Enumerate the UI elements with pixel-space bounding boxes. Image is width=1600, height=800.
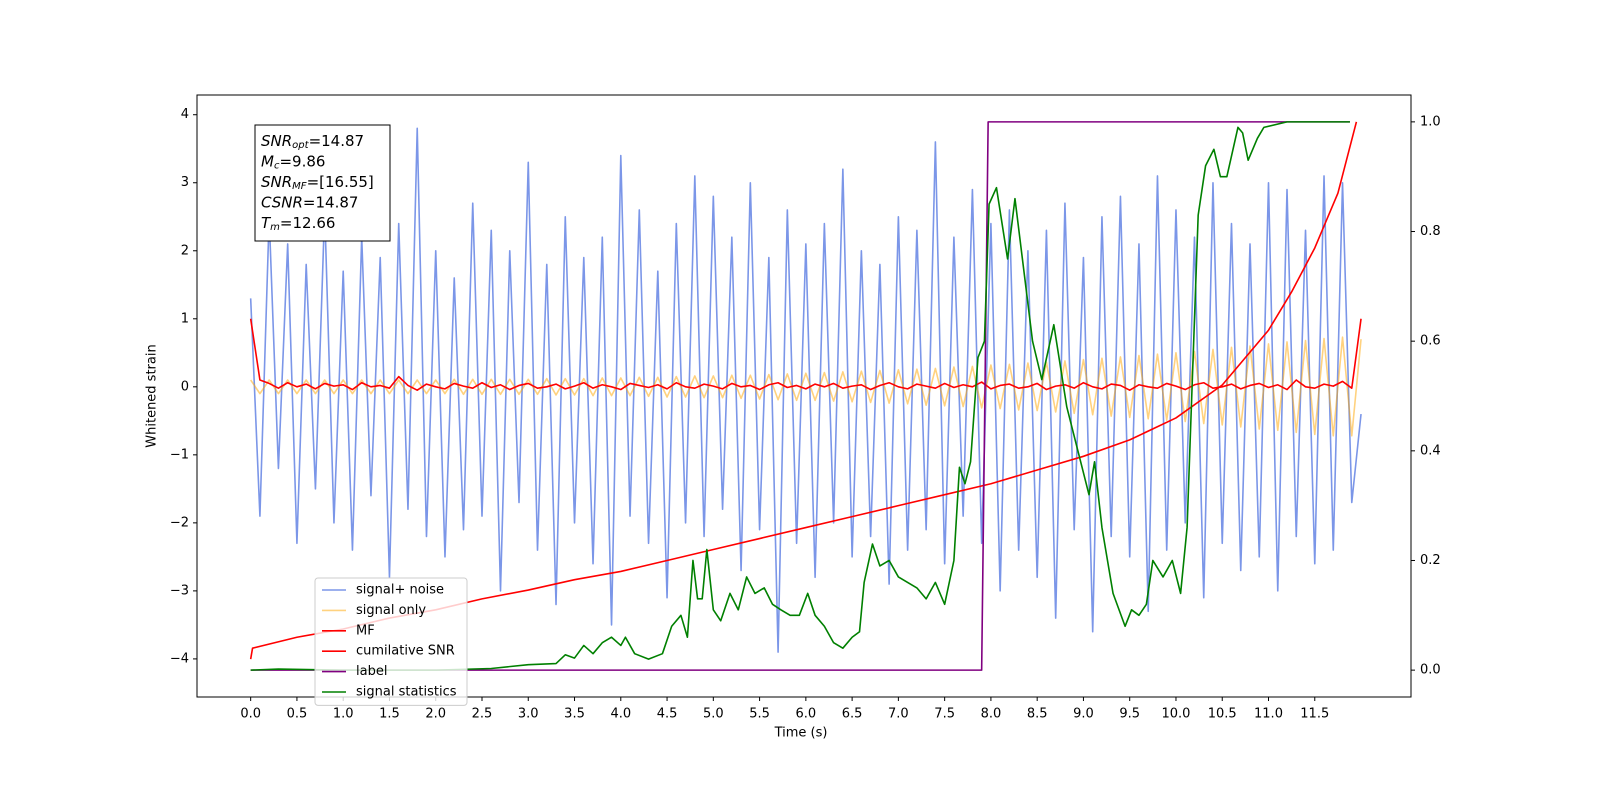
x-axis-label: Time (s)	[774, 726, 828, 741]
annotation-text: M	[261, 152, 274, 170]
annotation-text: SNR	[261, 173, 292, 191]
x-tick-label: 10.0	[1161, 707, 1190, 722]
y2-tick-label: 0.4	[1420, 443, 1441, 458]
y-tick-label: −3	[170, 583, 189, 598]
y-tick-label: 3	[181, 175, 189, 190]
x-tick-label: 0.5	[287, 707, 308, 722]
legend-label: cumilative SNR	[356, 644, 455, 659]
annotation-sub: MF	[292, 181, 307, 192]
y2-tick-label: 0.8	[1420, 224, 1441, 239]
y-tick-label: −4	[170, 651, 189, 666]
annotation-sub: c	[274, 161, 280, 172]
x-tick-label: 9.5	[1119, 707, 1140, 722]
annotation-text: SNR	[261, 132, 292, 150]
annotation-sub: opt	[292, 140, 309, 151]
x-tick-label: 10.5	[1208, 707, 1237, 722]
x-tick-label: 11.5	[1300, 707, 1329, 722]
x-tick-label: 8.5	[1027, 707, 1048, 722]
y2-tick-label: 0.0	[1420, 663, 1441, 678]
x-tick-label: 6.0	[796, 707, 817, 722]
legend-box	[314, 577, 468, 706]
series-line	[250, 121, 1350, 671]
annotation-line: SNRMF=[16.55]	[261, 173, 374, 193]
y-tick-label: 4	[181, 107, 189, 122]
y2-tick-label: 0.6	[1420, 334, 1441, 349]
x-tick-label: 2.5	[472, 707, 493, 722]
x-tick-label: 11.0	[1254, 707, 1283, 722]
x-tick-label: 8.0	[981, 707, 1002, 722]
x-tick-label: 7.5	[934, 707, 955, 722]
axes-frame	[196, 94, 1412, 698]
annotation-line: Mc=9.86	[261, 152, 325, 172]
legend-label: signal statistics	[356, 685, 457, 700]
annotation-text: T	[261, 214, 272, 232]
y-tick-label: −2	[170, 515, 189, 530]
series-line	[250, 336, 1362, 437]
x-tick-label: 1.0	[333, 707, 354, 722]
y-tick-label: 2	[181, 243, 189, 258]
annotation-text: CSNR	[261, 193, 303, 211]
x-tick-label: 0.0	[240, 707, 261, 722]
annotation-rest: =14.87	[303, 193, 359, 211]
x-tick-label: 6.5	[842, 707, 863, 722]
y2-tick-label: 1.0	[1420, 114, 1441, 129]
annotation-rest: =9.86	[279, 152, 325, 170]
x-tick-label: 3.5	[564, 707, 585, 722]
annotation-line: CSNR=14.87	[261, 193, 358, 211]
annotation-sub: m	[270, 222, 280, 233]
x-tick-label: 7.0	[888, 707, 909, 722]
legend-label: label	[356, 664, 387, 679]
series-line	[249, 318, 1362, 392]
x-tick-label: 2.0	[425, 707, 446, 722]
legend-label: signal+ noise	[356, 583, 444, 598]
annotation-rest: =14.87	[309, 132, 365, 150]
y-tick-label: 1	[181, 311, 189, 326]
series-line	[250, 121, 1350, 671]
legend-label: MF	[356, 623, 375, 638]
annotation-line: SNRopt=14.87	[261, 132, 364, 152]
annotation-box	[254, 124, 391, 242]
legend-label: signal only	[356, 603, 426, 618]
annotation-rest: =[16.55]	[307, 173, 374, 191]
y2-tick-label: 0.2	[1420, 553, 1441, 568]
x-tick-label: 1.5	[379, 707, 400, 722]
y-tick-label: −1	[170, 447, 189, 462]
y-axis-label: Whitened strain	[145, 344, 160, 447]
y-tick-label: 0	[181, 379, 189, 394]
x-tick-label: 3.0	[518, 707, 539, 722]
x-tick-label: 4.0	[610, 707, 631, 722]
x-tick-label: 4.5	[657, 707, 678, 722]
series-line	[249, 127, 1362, 653]
x-tick-label: 5.0	[703, 707, 724, 722]
x-tick-label: 9.0	[1073, 707, 1094, 722]
annotation: SNRopt=14.87Mc=9.86SNRMF=[16.55]CSNR=14.…	[254, 124, 391, 242]
annotation-rest: =12.66	[280, 214, 336, 232]
legend: signal+ noise signal only MF cumilative SNR…	[314, 577, 468, 706]
x-tick-label: 5.5	[749, 707, 770, 722]
annotation-line: Tm=12.66	[261, 214, 335, 234]
